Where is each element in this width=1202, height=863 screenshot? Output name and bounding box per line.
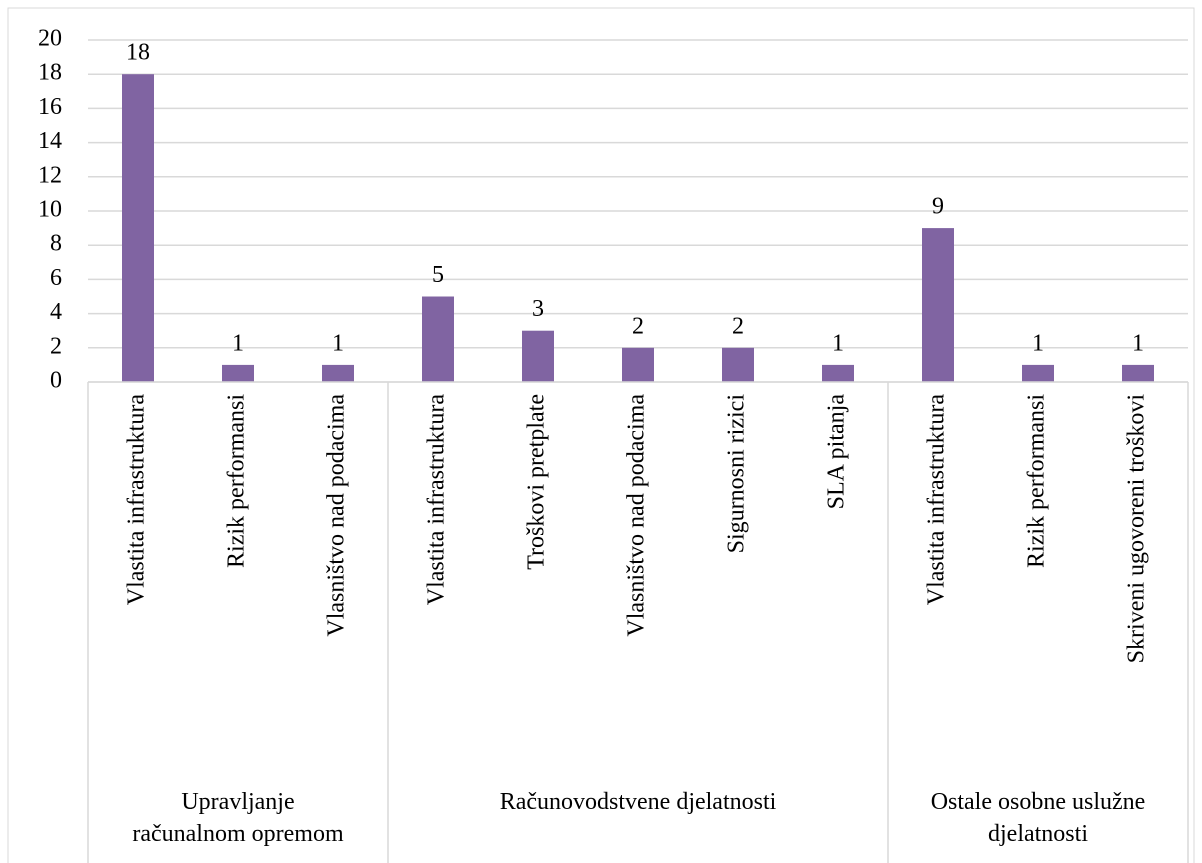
group-label: Upravljanje računalnom opremom bbox=[132, 789, 344, 847]
y-tick-label: 12 bbox=[38, 162, 62, 188]
x-tick-label: Vlasništvo nad podacima bbox=[624, 394, 650, 637]
x-tick-label: SLA pitanja bbox=[824, 394, 850, 510]
value-label: 3 bbox=[532, 296, 544, 322]
value-label: 5 bbox=[432, 262, 444, 288]
bar bbox=[922, 228, 954, 382]
chart-border bbox=[7, 7, 1195, 863]
bar bbox=[1122, 364, 1154, 382]
bar bbox=[122, 74, 154, 382]
value-label: 1 bbox=[232, 330, 244, 356]
x-tick-label: Vlastita infrastruktura bbox=[424, 394, 450, 606]
x-tick-label: Vlasništvo nad podacima bbox=[324, 394, 350, 637]
y-tick-label: 0 bbox=[50, 368, 62, 394]
y-tick-label: 14 bbox=[38, 128, 62, 154]
bar bbox=[622, 347, 654, 382]
bar bbox=[422, 296, 454, 382]
value-label: 1 bbox=[832, 330, 844, 356]
bar bbox=[322, 364, 354, 382]
y-tick-label: 6 bbox=[50, 265, 62, 291]
x-tick-label: Skriveni ugovoreni troškovi bbox=[1124, 394, 1150, 664]
value-label: 2 bbox=[732, 313, 744, 339]
x-tick-label: Troškovi pretplate bbox=[524, 394, 550, 570]
y-tick-label: 10 bbox=[38, 197, 62, 223]
group-label: Ostale osobne uslužne djelatnosti bbox=[930, 789, 1146, 847]
x-tick-label: Rizik performansi bbox=[1024, 394, 1050, 568]
x-tick-label: Vlastita infrastruktura bbox=[924, 394, 950, 606]
y-tick-label: 20 bbox=[38, 26, 62, 52]
x-tick-label: Vlastita infrastruktura bbox=[124, 394, 150, 606]
value-label: 9 bbox=[932, 194, 944, 220]
x-tick-label: Rizik performansi bbox=[224, 394, 250, 568]
y-tick-label: 16 bbox=[38, 94, 62, 120]
value-label: 18 bbox=[126, 40, 150, 66]
value-label: 1 bbox=[332, 330, 344, 356]
bar bbox=[822, 364, 854, 382]
value-label: 1 bbox=[1032, 330, 1044, 356]
y-tick-label: 2 bbox=[50, 333, 62, 359]
bar bbox=[722, 347, 754, 382]
group-label: Računovodstvene djelatnosti bbox=[499, 789, 777, 815]
value-label: 2 bbox=[632, 313, 644, 339]
y-tick-label: 4 bbox=[50, 299, 62, 325]
y-tick-label: 8 bbox=[50, 231, 62, 257]
bar bbox=[222, 364, 254, 382]
y-tick-label: 18 bbox=[38, 60, 62, 86]
bar bbox=[1022, 364, 1054, 382]
x-tick-label: Sigurnosni rizici bbox=[724, 394, 750, 554]
value-label: 1 bbox=[1132, 330, 1144, 356]
bar bbox=[522, 330, 554, 382]
